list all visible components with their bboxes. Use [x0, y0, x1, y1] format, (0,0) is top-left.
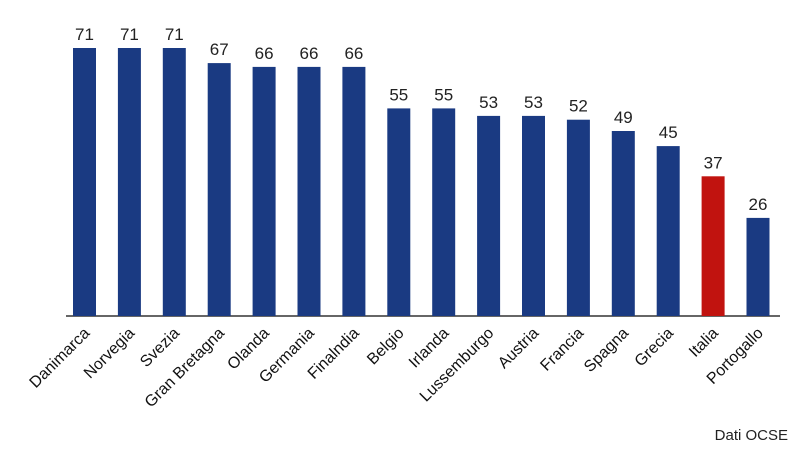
- bar-olanda: [252, 66, 276, 317]
- bar-finalndia: [342, 66, 366, 317]
- bar-grecia: [656, 146, 680, 316]
- category-label: Francia: [537, 325, 587, 375]
- value-label: 52: [569, 97, 588, 116]
- bar-portogallo: [746, 217, 770, 316]
- bar-gran-bretagna: [207, 63, 231, 316]
- value-label: 67: [210, 40, 229, 59]
- value-label: 49: [614, 108, 633, 127]
- value-label: 45: [659, 123, 678, 142]
- value-label: 55: [389, 85, 408, 104]
- category-label: Austria: [495, 325, 542, 372]
- bar-spagna: [611, 131, 635, 316]
- bar-germania: [297, 66, 321, 317]
- value-label: 37: [704, 153, 723, 172]
- bar-irlanda: [432, 108, 456, 317]
- category-label: Belgio: [364, 325, 408, 369]
- value-label: 71: [165, 25, 184, 44]
- bar-francia: [566, 119, 590, 316]
- value-label: 66: [255, 44, 274, 63]
- source-note: Dati OCSE: [714, 427, 788, 444]
- category-label: Gran Bretagna: [142, 325, 228, 411]
- bar-belgio: [387, 108, 411, 317]
- bar-austria: [522, 115, 545, 317]
- bar-lussemburgo: [477, 115, 501, 317]
- value-label: 66: [300, 44, 319, 63]
- bar-danimarca: [73, 48, 96, 316]
- bar-italia: [701, 176, 725, 316]
- value-label: 71: [120, 25, 139, 44]
- value-label: 53: [524, 93, 543, 112]
- bar-norvegia: [117, 48, 141, 316]
- bars-group: [73, 48, 770, 317]
- value-label: 26: [749, 195, 768, 214]
- value-label: 71: [75, 25, 94, 44]
- bar-svezia: [162, 48, 186, 316]
- value-labels-group: 71 71 71 67 66 66 66 55 55 53 53 52 49 45 37 26: [75, 25, 767, 214]
- value-label: 53: [479, 93, 498, 112]
- category-label: Italia: [686, 325, 722, 361]
- value-label: 55: [434, 85, 453, 104]
- value-label: 66: [344, 44, 363, 63]
- category-label: Grecia: [632, 325, 677, 370]
- category-label: Danimarca: [27, 325, 94, 392]
- category-label: Spagna: [581, 325, 632, 376]
